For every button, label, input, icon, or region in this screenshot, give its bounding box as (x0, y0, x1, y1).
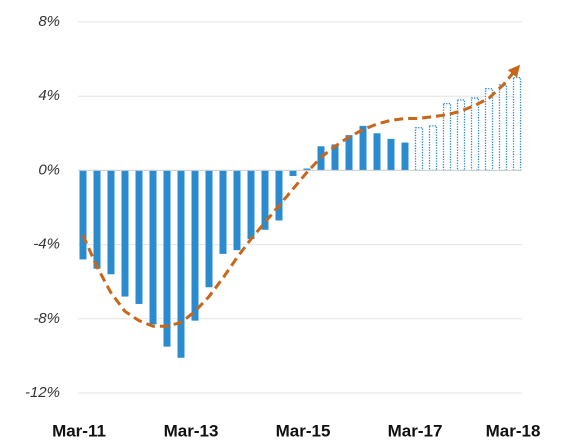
bar (484, 88, 494, 172)
x-tick-label: Mar-18 (486, 421, 541, 440)
bar (135, 170, 143, 304)
bar (428, 125, 438, 172)
x-tick-label: Mar-13 (164, 421, 219, 440)
y-tick-label: 8% (38, 13, 60, 30)
bar (345, 135, 353, 171)
bar (191, 170, 199, 321)
bar (163, 170, 171, 347)
bar (373, 133, 381, 171)
bar (498, 84, 508, 172)
bar (401, 142, 409, 171)
bar (205, 170, 213, 288)
y-tick-label: 4% (38, 87, 60, 104)
bar (414, 127, 424, 172)
trend-line (81, 64, 521, 328)
bar (247, 170, 255, 240)
bar (177, 170, 185, 358)
y-tick-label: -4% (33, 236, 60, 253)
bar (331, 144, 339, 171)
bar (219, 170, 227, 254)
bar (261, 170, 269, 230)
bar (470, 97, 480, 172)
bar (93, 170, 101, 269)
bar (149, 170, 157, 325)
bar (387, 138, 395, 171)
bar (121, 170, 129, 297)
bar (317, 146, 325, 171)
bar (107, 170, 115, 275)
bar (512, 77, 522, 172)
y-tick-label: 0% (38, 161, 60, 178)
bar (233, 170, 241, 251)
bar (79, 170, 87, 260)
x-tick-label: Mar-11 (52, 421, 106, 440)
bar (275, 170, 283, 221)
y-tick-label: -8% (33, 310, 60, 327)
x-tick-label: Mar-17 (388, 421, 443, 440)
y-tick-label: -12% (25, 384, 60, 401)
bar (289, 170, 297, 176)
bar (442, 102, 452, 172)
x-tick-label: Mar-15 (276, 421, 331, 440)
bar (303, 168, 311, 171)
bar (359, 125, 367, 171)
